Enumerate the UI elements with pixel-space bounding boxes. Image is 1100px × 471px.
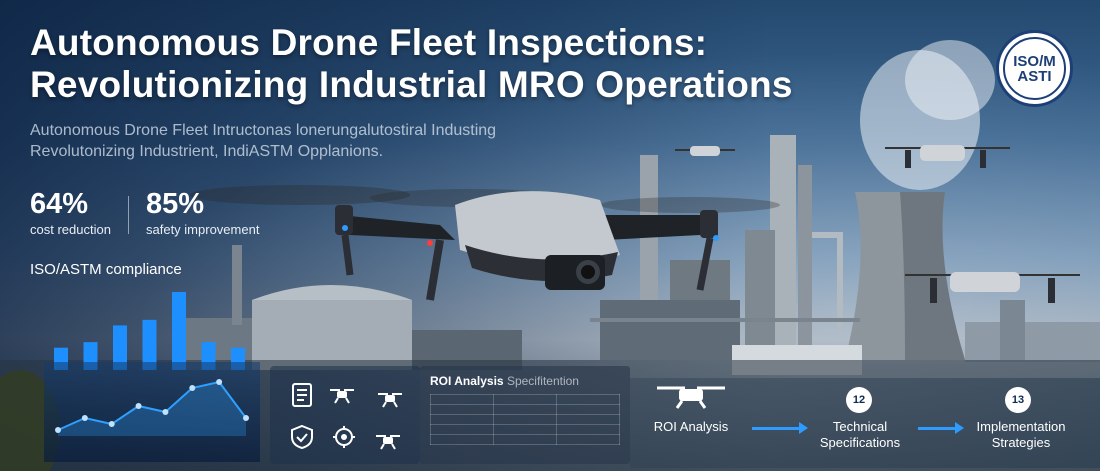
chart-bar (172, 292, 186, 370)
subtitle-line-1: Autonomous Drone Fleet Intructonas loner… (30, 122, 497, 139)
roi-title-faded: Specifitention (506, 374, 579, 388)
compliance-bar-chart (54, 292, 245, 370)
flow-step-roi-analysis: ROI Analysis (646, 419, 736, 435)
drone-icon (376, 435, 400, 450)
chart-bar (113, 325, 127, 370)
title-line-2: Revolutionizing Industrial MRO Operation… (30, 64, 793, 105)
table-row (430, 394, 620, 405)
stat-value: 64% (30, 188, 89, 220)
chart-point (216, 379, 223, 385)
step-number-badge: 12 (846, 387, 872, 413)
flow-step-label-line-1: Implementation (976, 419, 1066, 434)
drone-icon (657, 386, 725, 409)
flow-step-label: ROI Analysis (653, 419, 729, 434)
badge-line-1: ISO/M (1013, 52, 1056, 70)
inspection-gear-icon (333, 426, 355, 448)
drone-icon (330, 389, 354, 404)
chart-point (108, 421, 115, 427)
table-row (430, 424, 620, 435)
drone-icon (378, 393, 402, 408)
stat-divider (128, 196, 129, 234)
small-drone-lower (905, 272, 1080, 303)
page-title: Autonomous Drone Fleet Inspections: Revo… (30, 22, 793, 106)
chart-line (57, 380, 247, 431)
stat-label: cost reduction (30, 222, 111, 237)
main-drone (190, 185, 780, 301)
flow-step-label-line-2: Specifications (819, 435, 901, 450)
stat-label: safety improvement (146, 222, 260, 237)
chart-point (243, 415, 249, 421)
table-row (430, 404, 620, 415)
table-row (430, 414, 620, 425)
table-row (430, 434, 620, 445)
subtitle-line-2: Revolutonizing Industrient, IndiASTM Opp… (30, 143, 384, 160)
flow-step-label-line-2: Strategies (991, 435, 1051, 450)
stat-value: 85% (146, 188, 205, 220)
trend-chart-panel (44, 362, 260, 462)
title-line-1: Autonomous Drone Fleet Inspections: (30, 22, 708, 63)
chart-point (189, 385, 196, 391)
chart-point (162, 409, 169, 415)
roi-analysis-panel: ROI Analysis Specifitention (420, 366, 630, 464)
flow-arrow (752, 422, 808, 434)
flow-step-technical-specifications: Technical Specifications (805, 419, 915, 451)
stat-safety-improvement: 85% safety improvement (146, 188, 259, 237)
iso-astm-badge: ISO/M ASTI (996, 30, 1073, 107)
subtitle: Autonomous Drone Fleet Intructonas loner… (30, 120, 496, 162)
feature-icons-panel (270, 366, 420, 464)
stat-cost-reduction: 64% cost reduction (30, 188, 111, 237)
roi-title-main: ROI Analysis (430, 374, 504, 388)
flow-arrow (918, 422, 964, 434)
trend-line-chart (55, 379, 249, 436)
badge-line-2: ASTI (1017, 67, 1052, 85)
chart-point (135, 403, 142, 409)
flow-step-label-line-1: Technical (832, 419, 888, 434)
small-drone-right (885, 145, 1010, 168)
badge-seal: ISO/M ASTI (1003, 37, 1066, 100)
roi-panel-title: ROI Analysis Specifitention (430, 374, 579, 388)
flow-step-implementation-strategies: Implementation Strategies (965, 419, 1077, 451)
chart-bar (142, 319, 157, 370)
roi-table (430, 394, 620, 445)
compliance-label: ISO/ASTM compliance (30, 261, 182, 278)
shield-icon (291, 424, 313, 450)
chart-point (81, 415, 88, 421)
checklist-icon (292, 383, 312, 407)
step-number-badge: 13 (1005, 387, 1031, 413)
chart-point (55, 427, 61, 433)
small-drone-top (675, 146, 735, 156)
